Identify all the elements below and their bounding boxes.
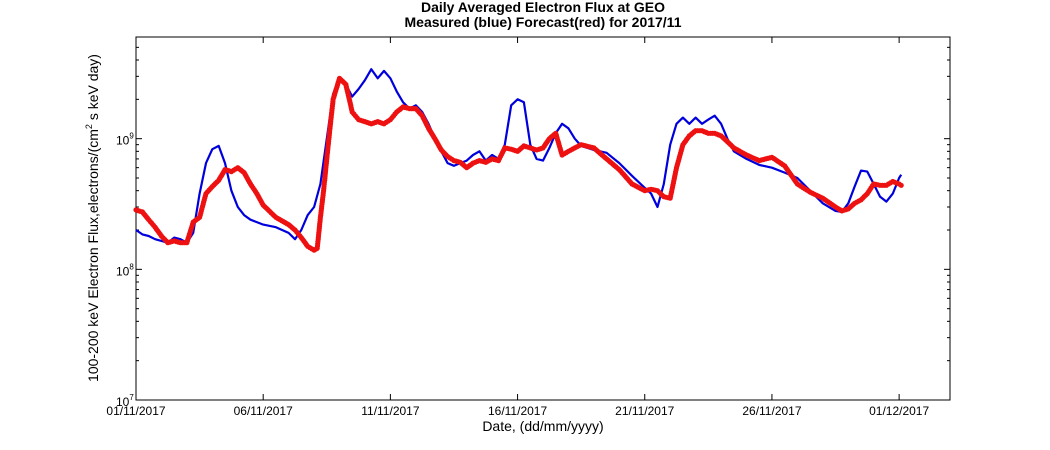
y-tick-label: 108: [116, 262, 134, 278]
series-layer: [133, 68, 904, 253]
x-tick-label: 06/11/2017: [234, 404, 293, 418]
x-axis-label: Date, (dd/mm/yyyy): [482, 418, 603, 434]
y-axis-ticks: 107 108 109: [116, 36, 950, 409]
y-axis-label-end: s keV day): [85, 54, 101, 124]
chart-title: Daily Averaged Electron Flux at GEO: [421, 0, 665, 15]
x-tick-label: 01/11/2017: [106, 404, 165, 418]
chart-subtitle: Measured (blue) Forecast(red) for 2017/1…: [405, 14, 682, 30]
x-tick-label: 11/11/2017: [361, 404, 420, 418]
y-axis-label-sup: 2: [84, 124, 94, 129]
x-tick-label: 21/11/2017: [615, 404, 674, 418]
y-axis-label-main: 100-200 keV Electron Flux,electrons/(cm: [85, 129, 101, 382]
y-tick-label: 109: [116, 132, 134, 148]
x-axis-ticks: 01/11/2017 06/11/2017 11/11/2017 16/11/2017…: [106, 37, 929, 418]
x-tick-label: 01/12/2017: [869, 404, 929, 418]
y-axis-label: 100-200 keV Electron Flux,electrons/(cm2…: [84, 54, 101, 382]
plot-area-frame: [135, 36, 951, 401]
x-tick-label: 16/11/2017: [488, 404, 547, 418]
y-tick-label: 107: [116, 393, 134, 409]
forecast-point: [898, 182, 904, 188]
x-tick-label: 26/11/2017: [742, 404, 801, 418]
